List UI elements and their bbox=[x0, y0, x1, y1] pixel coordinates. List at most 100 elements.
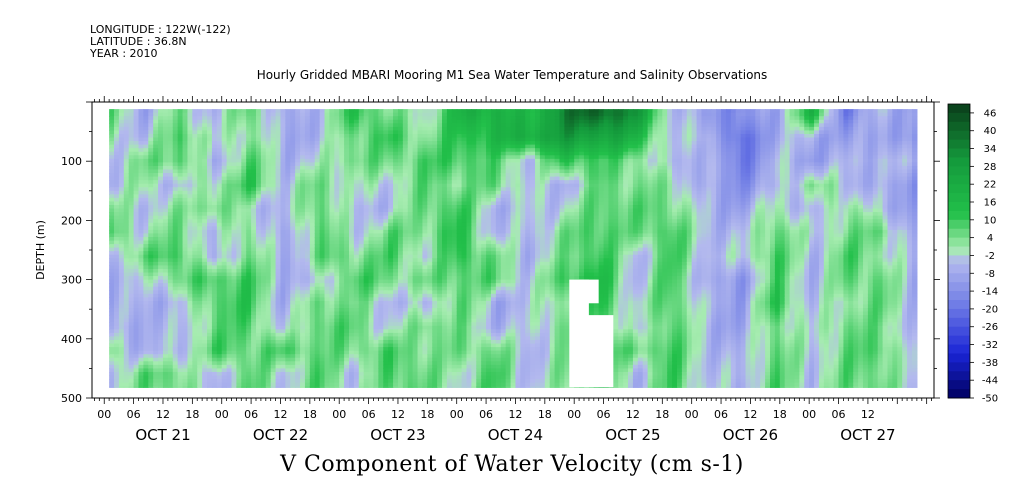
heatmap-cell bbox=[148, 173, 154, 178]
heatmap-cell bbox=[221, 229, 228, 235]
heatmap-cell bbox=[211, 183, 218, 188]
heatmap-cell bbox=[118, 130, 125, 135]
heatmap-cell bbox=[270, 208, 277, 213]
heatmap-cell bbox=[143, 272, 149, 277]
heatmap-cell bbox=[251, 126, 257, 132]
heatmap-cell bbox=[270, 180, 277, 185]
heatmap-cell bbox=[236, 240, 242, 245]
heatmap-cell bbox=[123, 158, 130, 163]
heatmap-cell bbox=[407, 208, 414, 213]
heatmap-cell bbox=[393, 300, 399, 306]
heatmap-cell bbox=[158, 180, 164, 185]
heatmap-cell bbox=[241, 329, 247, 334]
heatmap-cell bbox=[339, 212, 345, 217]
heatmap-cell bbox=[290, 109, 296, 114]
heatmap-cell bbox=[334, 109, 340, 114]
heatmap-cell bbox=[192, 308, 198, 313]
heatmap-cell bbox=[300, 354, 306, 359]
heatmap-cell bbox=[402, 130, 409, 135]
heatmap-cell bbox=[211, 236, 218, 242]
heatmap-cell bbox=[114, 364, 120, 369]
heatmap-cell bbox=[148, 357, 154, 362]
heatmap-cell bbox=[251, 201, 257, 206]
heatmap-cell bbox=[221, 311, 228, 316]
heatmap-cell bbox=[393, 311, 399, 316]
heatmap-cell bbox=[197, 279, 203, 284]
heatmap-cell bbox=[275, 265, 282, 270]
heatmap-cell bbox=[412, 379, 419, 384]
heatmap-cell bbox=[378, 286, 384, 291]
heatmap-cell bbox=[118, 300, 125, 306]
heatmap-cell bbox=[270, 332, 277, 338]
heatmap-cell bbox=[265, 201, 272, 206]
heatmap-cell bbox=[397, 141, 404, 146]
heatmap-cell bbox=[187, 109, 193, 114]
heatmap-cell bbox=[363, 329, 370, 334]
heatmap-cell bbox=[216, 382, 223, 387]
heatmap-cell bbox=[138, 126, 145, 132]
heatmap-cell bbox=[236, 276, 242, 281]
heatmap-cell bbox=[393, 371, 399, 377]
heatmap-cell bbox=[128, 133, 135, 139]
heatmap-cell bbox=[202, 201, 208, 206]
heatmap-cell bbox=[153, 187, 159, 192]
heatmap-cell bbox=[202, 251, 208, 256]
heatmap-cell bbox=[177, 148, 184, 153]
heatmap-cell bbox=[207, 176, 213, 181]
heatmap-cell bbox=[290, 265, 296, 270]
heatmap-cell bbox=[148, 155, 154, 160]
heatmap-cell bbox=[109, 265, 115, 270]
heatmap-cell bbox=[231, 183, 238, 188]
heatmap-cell bbox=[114, 144, 120, 149]
heatmap-cell bbox=[378, 141, 384, 146]
heatmap-cell bbox=[412, 286, 419, 291]
heatmap-cell bbox=[300, 119, 306, 124]
heatmap-cell bbox=[353, 375, 360, 380]
heatmap-cell bbox=[255, 268, 262, 274]
heatmap-cell bbox=[158, 233, 164, 238]
heatmap-cell bbox=[167, 354, 174, 359]
heatmap-cell bbox=[275, 240, 282, 245]
heatmap-cell bbox=[236, 222, 242, 227]
heatmap-cell bbox=[402, 247, 409, 252]
heatmap-cell bbox=[167, 112, 174, 117]
heatmap-cell bbox=[373, 155, 379, 160]
heatmap-cell bbox=[290, 290, 296, 295]
heatmap-cell bbox=[353, 112, 360, 117]
heatmap-cell bbox=[197, 244, 203, 249]
heatmap-cell bbox=[397, 119, 404, 124]
heatmap-cell bbox=[177, 300, 184, 306]
heatmap-cell bbox=[143, 368, 149, 373]
heatmap-cell bbox=[383, 144, 389, 149]
heatmap-cell bbox=[378, 265, 384, 270]
heatmap-cell bbox=[148, 329, 154, 334]
heatmap-cell bbox=[397, 155, 404, 160]
heatmap-cell bbox=[114, 290, 120, 295]
heatmap-cell bbox=[251, 194, 257, 199]
heatmap-cell bbox=[138, 144, 145, 149]
heatmap-cell bbox=[226, 350, 233, 355]
heatmap-cell bbox=[314, 364, 321, 369]
heatmap-cell bbox=[133, 300, 140, 306]
heatmap-cell bbox=[295, 308, 301, 313]
heatmap-cell bbox=[148, 276, 154, 281]
heatmap-cell bbox=[334, 219, 340, 224]
heatmap-cell bbox=[393, 123, 399, 128]
heatmap-cell bbox=[280, 300, 286, 306]
heatmap-cell bbox=[241, 279, 247, 284]
heatmap-cell bbox=[109, 368, 115, 373]
heatmap-cell bbox=[236, 233, 242, 238]
heatmap-cell bbox=[280, 304, 286, 309]
heatmap-cell bbox=[177, 261, 184, 266]
heatmap-cell bbox=[304, 190, 311, 195]
heatmap-cell bbox=[358, 215, 365, 220]
heatmap-cell bbox=[319, 130, 326, 135]
heatmap-cell bbox=[118, 247, 125, 252]
heatmap-cell bbox=[417, 155, 424, 160]
heatmap-cell bbox=[265, 222, 272, 227]
heatmap-cell bbox=[202, 244, 208, 249]
heatmap-cell bbox=[172, 254, 179, 259]
heatmap-cell bbox=[417, 123, 424, 128]
heatmap-cell bbox=[172, 180, 179, 185]
heatmap-cell bbox=[158, 361, 164, 366]
